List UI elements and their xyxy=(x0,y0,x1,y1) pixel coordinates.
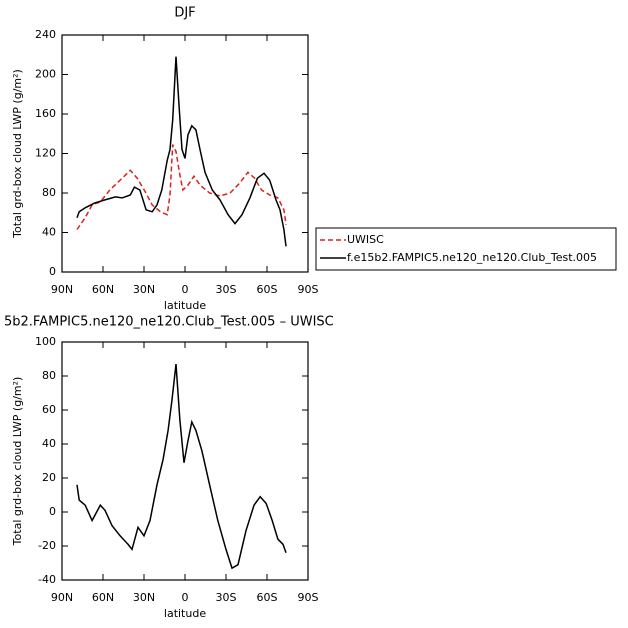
x-tick-label: 0 xyxy=(182,591,189,604)
y-tick-label: 160 xyxy=(35,107,56,120)
y-tick-label: 100 xyxy=(35,335,56,348)
x-tick-label: 60N xyxy=(92,283,114,296)
y-tick-label: 80 xyxy=(42,369,56,382)
y-tick-label: 120 xyxy=(35,147,56,160)
x-tick-label: 60N xyxy=(92,591,114,604)
x-tick-label: 30S xyxy=(216,591,237,604)
x-tick-label: 30N xyxy=(133,283,155,296)
y-tick-label: 0 xyxy=(49,265,56,278)
y-tick-label: 40 xyxy=(42,226,56,239)
x-axis-label: latitude xyxy=(164,607,206,620)
y-tick-label: -40 xyxy=(38,573,56,586)
chart-title: 5b2.FAMPIC5.ne120_ne120.Club_Test.005 – … xyxy=(4,315,334,330)
legend-label: f.e15b2.FAMPIC5.ne120_ne120.Club_Test.00… xyxy=(347,251,597,264)
y-tick-label: 40 xyxy=(42,437,56,450)
x-tick-label: 90N xyxy=(51,591,73,604)
data-line xyxy=(76,144,287,230)
legend-label: UWISC xyxy=(347,233,384,246)
chart-title: DJF xyxy=(174,6,195,21)
x-tick-label: 90S xyxy=(298,591,319,604)
y-tick-label: 0 xyxy=(49,505,56,518)
y-tick-label: 200 xyxy=(35,68,56,81)
y-axis-label: Total grd-box cloud LWP (g/m²) xyxy=(11,377,24,547)
x-tick-label: 60S xyxy=(257,591,278,604)
data-line xyxy=(76,364,287,570)
y-tick-label: 60 xyxy=(42,403,56,416)
y-tick-label: -20 xyxy=(38,539,56,552)
plot-frame xyxy=(61,341,309,581)
x-tick-label: 30N xyxy=(133,591,155,604)
y-axis-label: Total grd-box cloud LWP (g/m²) xyxy=(11,69,24,239)
x-tick-label: 30S xyxy=(216,283,237,296)
plot-frame xyxy=(61,34,309,273)
legend-box xyxy=(315,227,617,271)
x-tick-label: 90S xyxy=(298,283,319,296)
y-tick-label: 80 xyxy=(42,186,56,199)
x-tick-label: 60S xyxy=(257,283,278,296)
x-tick-label: 0 xyxy=(182,283,189,296)
y-tick-label: 240 xyxy=(35,28,56,41)
x-axis-label: latitude xyxy=(164,299,206,312)
y-tick-label: 20 xyxy=(42,471,56,484)
data-line xyxy=(76,56,287,247)
x-tick-label: 90N xyxy=(51,283,73,296)
